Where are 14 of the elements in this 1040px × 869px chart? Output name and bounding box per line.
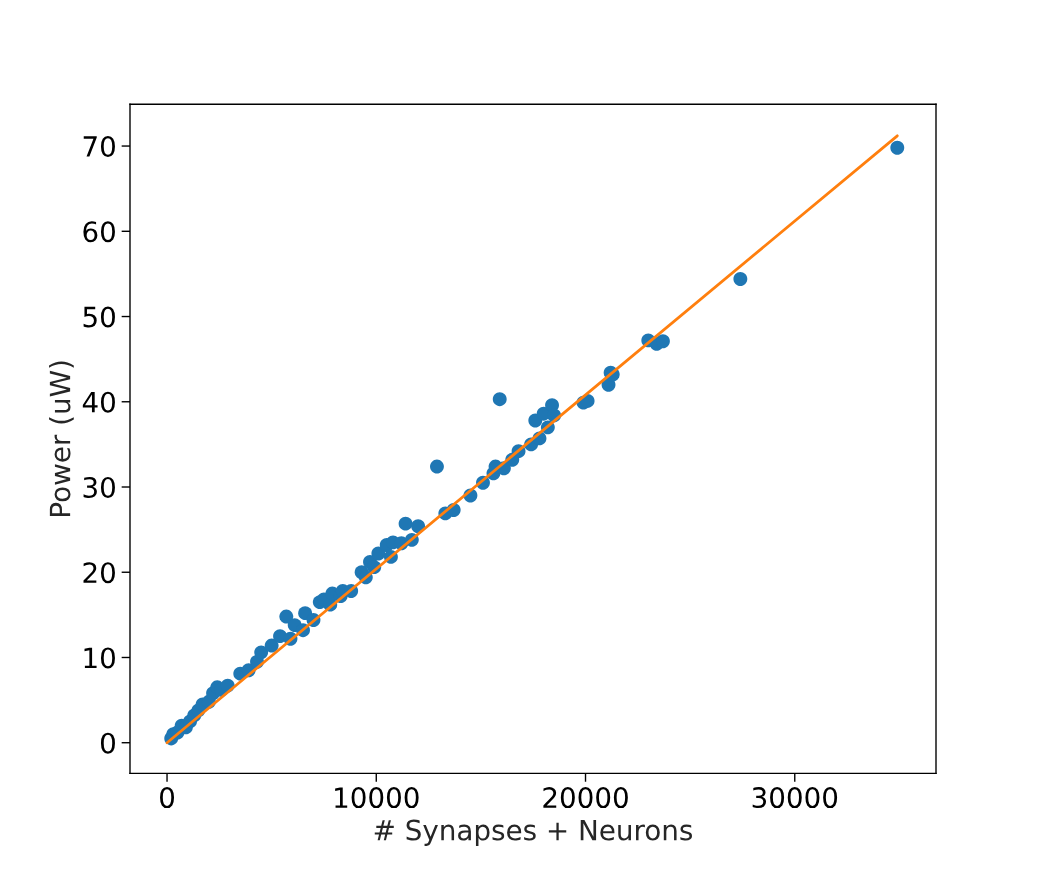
x-tick-label: 10000 <box>335 787 419 809</box>
y-tick-label: 10 <box>84 647 115 669</box>
x-tick-label: 30000 <box>752 787 838 809</box>
y-tick-label: 40 <box>82 391 115 413</box>
x-axis-title: # Synapses + Neurons <box>374 819 693 846</box>
y-tick-label: 20 <box>83 562 115 584</box>
y-tick-label: 30 <box>83 476 115 498</box>
x-tick-label: 0 <box>160 787 175 809</box>
y-tick-label: 60 <box>83 221 115 243</box>
y-axis-title: Power (uW) <box>49 361 74 516</box>
y-tick-label: 70 <box>83 135 115 157</box>
x-tick-label: 20000 <box>543 787 628 809</box>
y-tick-label: 50 <box>83 306 115 328</box>
y-tick-label: 0 <box>100 732 115 754</box>
